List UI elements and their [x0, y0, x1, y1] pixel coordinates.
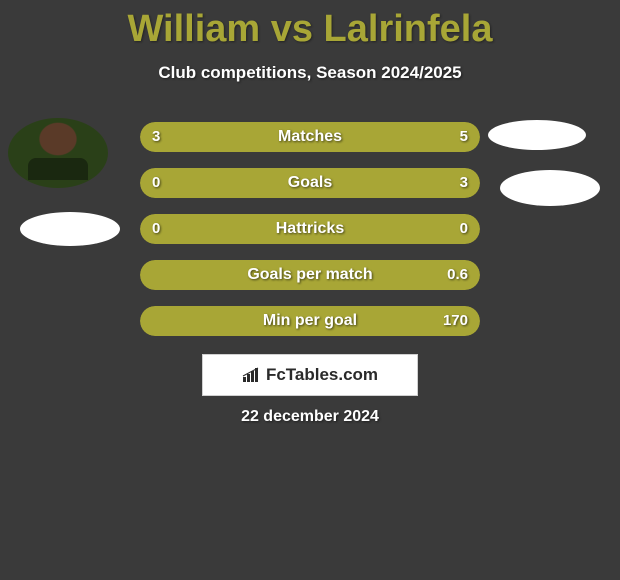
stat-right-value: 0	[460, 214, 468, 244]
date-label: 22 december 2024	[0, 408, 620, 426]
player-left-avatar	[8, 118, 108, 188]
stat-right-value: 0.6	[447, 260, 468, 290]
stat-left-value: 0	[152, 214, 160, 244]
player-left-photo	[8, 118, 108, 188]
page-title: William vs Lalrinfela	[0, 0, 620, 51]
stats-bars: Matches35Goals03Hattricks00Goals per mat…	[140, 122, 480, 352]
stat-bar: Goals per match0.6	[140, 260, 480, 290]
stat-right-value: 3	[460, 168, 468, 198]
stat-bar: Goals0 3	[140, 168, 480, 198]
brand-logo-text: FcTables.com	[266, 365, 378, 385]
chart-bars-icon	[242, 367, 262, 383]
stat-bar: Matches3 5	[140, 122, 480, 152]
brand-logo: FcTables.com	[242, 365, 378, 385]
stat-right-value: 5	[460, 122, 468, 152]
player-left-oval	[20, 212, 120, 246]
page-subtitle: Club competitions, Season 2024/2025	[0, 63, 620, 83]
stat-bar: Min per goal170	[140, 306, 480, 336]
stat-right-value: 170	[443, 306, 468, 336]
stat-left-value: 0	[152, 168, 160, 198]
stat-label: Goals per match	[140, 260, 480, 290]
stat-left-value: 3	[152, 122, 160, 152]
stat-label: Hattricks	[140, 214, 480, 244]
player-right-oval-1	[488, 120, 586, 150]
stat-bar: Hattricks0 0	[140, 214, 480, 244]
stat-label: Matches	[140, 122, 480, 152]
player-right-oval-2	[500, 170, 600, 206]
brand-logo-box: FcTables.com	[202, 354, 418, 396]
stat-label: Goals	[140, 168, 480, 198]
stat-label: Min per goal	[140, 306, 480, 336]
